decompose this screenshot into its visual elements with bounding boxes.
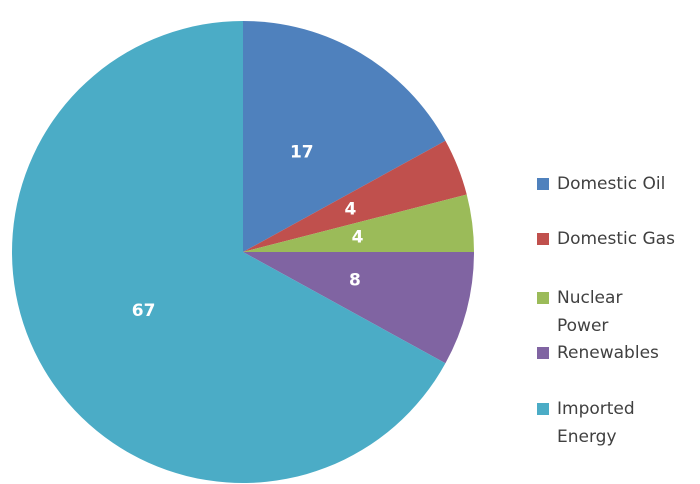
- data-label: 8: [349, 271, 361, 291]
- legend-label: Domestic Oil: [557, 174, 666, 194]
- pie-slice: [243, 194, 474, 252]
- data-label: 67: [132, 301, 156, 321]
- data-label: 4: [352, 228, 364, 248]
- legend-swatch: [537, 233, 549, 245]
- legend-label: Domestic Gas: [557, 229, 675, 249]
- legend-label: Nuclear Power: [557, 288, 623, 336]
- pie-slice: [11, 21, 446, 483]
- pie-slice: [243, 252, 474, 364]
- pie-slice: [243, 140, 467, 252]
- legend-swatch: [537, 178, 549, 190]
- legend-label: Renewables: [557, 343, 659, 363]
- legend-swatch: [537, 403, 549, 415]
- data-label: 4: [344, 199, 356, 219]
- legend-label: Imported Energy: [557, 399, 635, 447]
- legend-swatch: [537, 292, 549, 304]
- legend-swatch: [537, 347, 549, 359]
- pie-slice: [243, 21, 446, 252]
- data-label: 17: [290, 143, 314, 163]
